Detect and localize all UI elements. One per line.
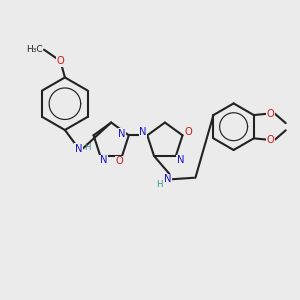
Text: O: O: [184, 127, 192, 137]
Text: N: N: [164, 174, 172, 184]
Text: O: O: [267, 135, 275, 145]
Text: N: N: [100, 155, 107, 166]
Text: O: O: [267, 109, 275, 118]
Text: N: N: [139, 127, 147, 137]
Text: O: O: [115, 156, 123, 167]
Text: H: H: [84, 142, 91, 152]
Text: H: H: [156, 180, 162, 189]
Text: N: N: [176, 155, 184, 166]
Text: N: N: [118, 129, 126, 139]
Text: H₃C: H₃C: [26, 45, 43, 54]
Text: N: N: [75, 143, 82, 154]
Text: O: O: [56, 56, 64, 66]
